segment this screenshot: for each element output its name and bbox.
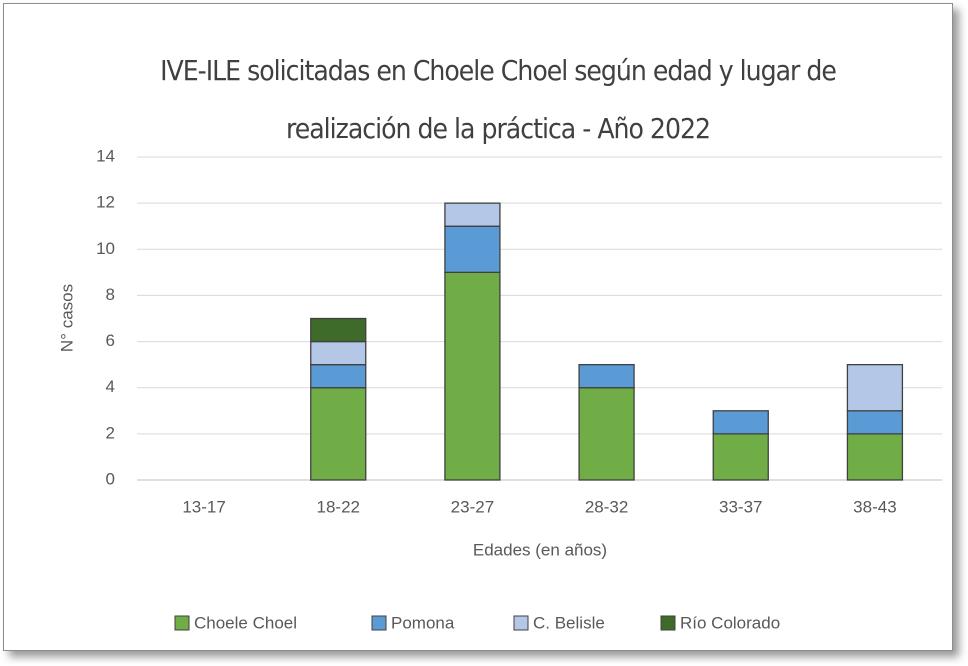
x-tick-label: 28-32: [585, 497, 628, 516]
x-tick-label: 33-37: [719, 497, 762, 516]
legend-swatch: [371, 615, 387, 631]
bar-segment: [444, 202, 501, 227]
bar-segment: [578, 387, 635, 481]
legend-label: C. Belisle: [533, 613, 605, 632]
x-tick-label: 18-22: [317, 497, 360, 516]
y-tick-label: 4: [106, 377, 115, 396]
chart-title: IVE-ILE solicitadas en Choele Choel segú…: [160, 54, 836, 87]
y-tick-label: 12: [96, 193, 115, 212]
y-tick-label: 6: [106, 331, 115, 350]
x-tick-label: 38-43: [853, 497, 896, 516]
x-tick-label: 23-27: [451, 497, 494, 516]
y-axis-label: N° casos: [57, 284, 76, 352]
bar-segment: [310, 363, 367, 389]
bar-segment: [846, 363, 904, 412]
bar-segment: [310, 340, 367, 366]
legend-label: Choele Choel: [194, 613, 297, 632]
y-tick-label: 10: [96, 239, 115, 258]
y-tick-label: 2: [106, 423, 115, 442]
bar-segment: [310, 317, 367, 343]
bar-segment: [712, 410, 769, 435]
bar-segment: [846, 410, 904, 435]
x-axis-label: Edades (en años): [473, 540, 607, 559]
legend-swatch: [174, 615, 190, 631]
y-tick-label: 14: [96, 146, 115, 165]
chart-title: realización de la práctica - Año 2022: [286, 112, 710, 145]
legend-label: Río Colorado: [680, 613, 780, 632]
y-tick-label: 8: [106, 285, 115, 304]
legend-label: Pomona: [391, 613, 455, 632]
bar-segment: [712, 433, 769, 481]
legend-swatch: [660, 615, 676, 631]
bar-segment: [444, 271, 501, 481]
bar-segment: [444, 225, 501, 274]
bar-segment: [310, 387, 367, 481]
legend-swatch: [513, 615, 529, 631]
bar-segment: [578, 363, 635, 389]
bar-segment: [846, 433, 904, 481]
y-tick-label: 0: [106, 469, 115, 488]
x-tick-label: 13-17: [182, 497, 225, 516]
